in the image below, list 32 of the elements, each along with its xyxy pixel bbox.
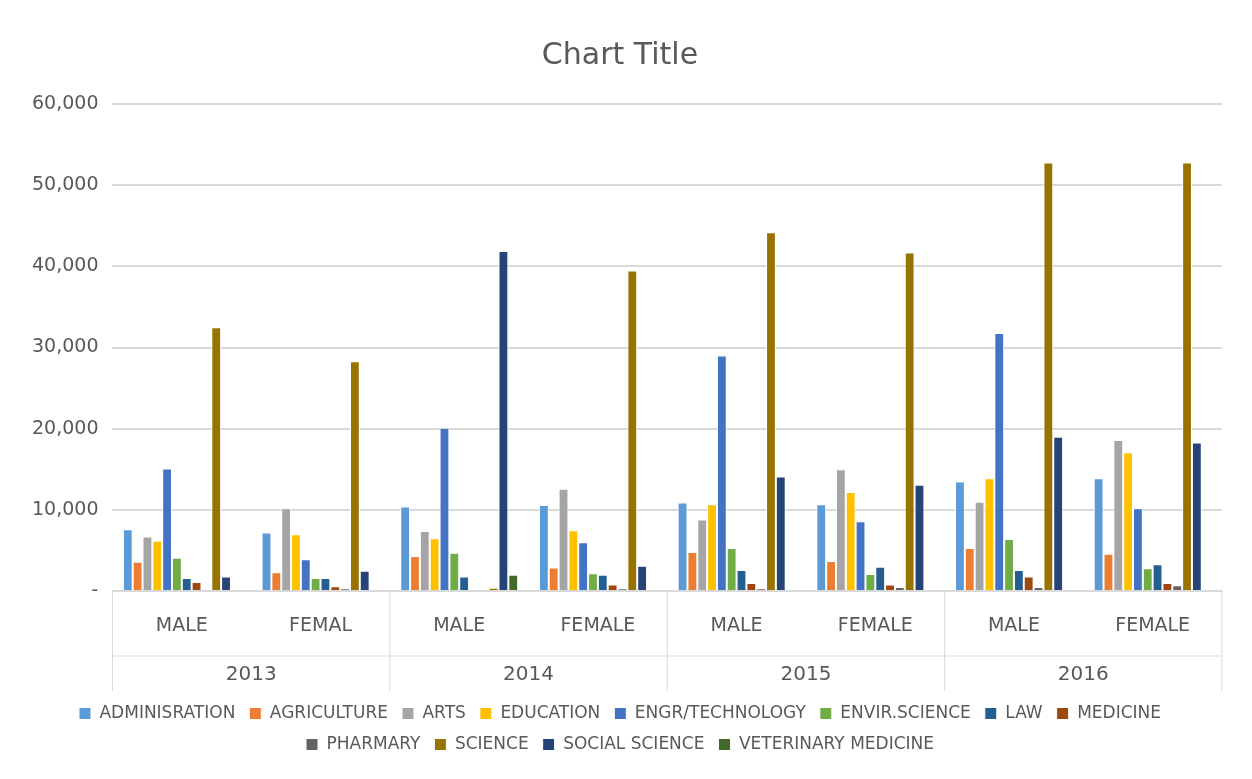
legend-label: ADMINISRATION [99,701,236,722]
y-tick-label: 30,000 [32,334,99,357]
y-tick-label: 20,000 [32,415,99,438]
text: 2015 [780,661,832,686]
legend-label: SOCIAL SCIENCE [563,732,705,753]
y-tick-label: 10,000 [32,496,99,519]
chart-title: Chart Title [541,35,699,71]
x-tick-label: FEMAL [289,613,353,636]
legend-label: LAW [1005,701,1043,722]
legend-label: SCIENCE [454,732,529,753]
legend-label: AGRICULTURE [269,701,388,722]
x-tick-label: MALE [433,613,486,636]
legend-label: MEDICINE [1077,701,1162,722]
text: 2016 [1057,661,1109,686]
x-tick-label: FEMALE [560,613,636,636]
x-tick-label: FEMALE [837,613,913,636]
legend-label: ENGR/TECHNOLOGY [634,701,807,722]
legend-label: EDUCATION [500,701,601,722]
legend-label: ENVIR.SCIENCE [840,701,971,722]
legend-label: VETERINARY MEDICINE [738,732,934,753]
x-tick-label: MALE [987,613,1040,636]
legend-label: ARTS [422,701,466,722]
y-tick-label: - [91,577,99,600]
text: 2013 [225,661,277,686]
x-tick-label: MALE [155,613,208,636]
y-tick-label: 50,000 [32,172,99,195]
text: 2014 [503,661,554,686]
y-tick-label: 60,000 [32,90,99,113]
legend-label: PHARMARY [326,732,422,753]
x-tick-label: MALE [710,613,763,636]
x-tick-label: FEMALE [1115,613,1191,636]
y-tick-label: 40,000 [32,253,99,276]
